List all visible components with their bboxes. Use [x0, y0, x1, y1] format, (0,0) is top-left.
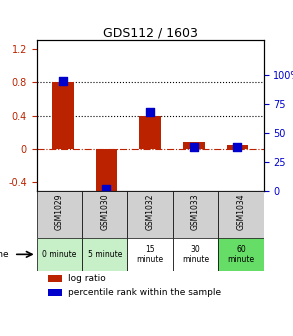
- FancyBboxPatch shape: [218, 191, 264, 238]
- Point: [148, 110, 153, 115]
- FancyBboxPatch shape: [218, 238, 264, 271]
- FancyBboxPatch shape: [127, 191, 173, 238]
- Bar: [48, 275, 62, 282]
- FancyBboxPatch shape: [37, 238, 82, 271]
- Text: percentile rank within the sample: percentile rank within the sample: [69, 288, 222, 297]
- Title: GDS112 / 1603: GDS112 / 1603: [103, 26, 197, 39]
- Text: GSM1030: GSM1030: [100, 194, 109, 230]
- Text: 0 minute: 0 minute: [42, 250, 76, 259]
- Point: [192, 144, 196, 150]
- FancyBboxPatch shape: [82, 191, 127, 238]
- Bar: [52, 82, 74, 149]
- FancyBboxPatch shape: [82, 238, 127, 271]
- FancyBboxPatch shape: [173, 191, 218, 238]
- Point: [235, 144, 240, 150]
- Bar: [183, 142, 205, 149]
- Bar: [139, 116, 161, 149]
- Bar: [96, 149, 117, 191]
- Text: 60
minute: 60 minute: [227, 245, 255, 264]
- Bar: [48, 289, 62, 296]
- Point: [60, 78, 65, 84]
- Point: [104, 186, 109, 191]
- Text: time: time: [0, 250, 9, 259]
- Text: 30
minute: 30 minute: [182, 245, 209, 264]
- FancyBboxPatch shape: [127, 238, 173, 271]
- FancyBboxPatch shape: [173, 238, 218, 271]
- FancyBboxPatch shape: [37, 191, 82, 238]
- Text: GSM1029: GSM1029: [55, 194, 64, 230]
- Bar: [226, 145, 248, 149]
- Text: log ratio: log ratio: [69, 274, 106, 283]
- Text: 5 minute: 5 minute: [88, 250, 122, 259]
- Text: GSM1032: GSM1032: [146, 194, 155, 230]
- Text: GSM1033: GSM1033: [191, 194, 200, 230]
- Text: 15
minute: 15 minute: [137, 245, 164, 264]
- Text: GSM1034: GSM1034: [236, 194, 246, 230]
